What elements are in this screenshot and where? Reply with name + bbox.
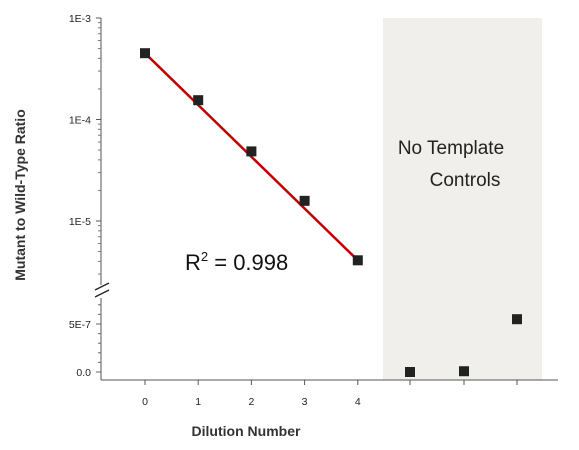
r-squared-annotation: R2 = 0.998 <box>185 249 288 275</box>
y-tick-label: 0.0 <box>76 367 91 379</box>
ntc-point <box>512 314 522 325</box>
y-tick-label: 1E-4 <box>69 115 91 127</box>
y-tick-label: 1E-3 <box>69 13 91 25</box>
ntc-label-line1: No Template <box>398 138 504 159</box>
tick-labels: 1E-3 1E-4 1E-5 5E-7 0.0 0 1 2 3 4 <box>69 13 361 408</box>
axis-break-mark <box>94 289 110 298</box>
ntc-background <box>383 18 542 380</box>
x-axis-title: Dilution Number <box>192 423 301 439</box>
r2-superscript: 2 <box>201 249 208 264</box>
x-tick-label: 1 <box>195 396 201 408</box>
axes <box>94 17 558 385</box>
data-point <box>352 255 363 266</box>
data-points <box>140 48 522 377</box>
ntc-point <box>459 366 469 377</box>
y-axis-title: Mutant to Wild-Type Ratio <box>12 109 28 280</box>
x-tick-label: 4 <box>355 396 361 408</box>
data-point <box>246 146 257 157</box>
x-tick-label: 3 <box>302 396 308 408</box>
data-point <box>140 48 150 59</box>
fit-line-group <box>144 52 359 262</box>
data-point <box>193 95 204 106</box>
x-tick-label: 0 <box>142 396 148 408</box>
fit-line <box>144 52 359 262</box>
y-tick-label: 5E-7 <box>69 319 91 331</box>
data-point <box>299 195 310 206</box>
x-tick-label: 2 <box>248 396 254 408</box>
y-tick-label: 1E-5 <box>69 216 91 228</box>
axis-break-mark <box>94 282 110 291</box>
r2-value: = 0.998 <box>208 250 288 275</box>
ntc-point <box>405 367 415 377</box>
ntc-label-line2: Controls <box>430 170 501 191</box>
r2-base: R <box>185 250 201 275</box>
